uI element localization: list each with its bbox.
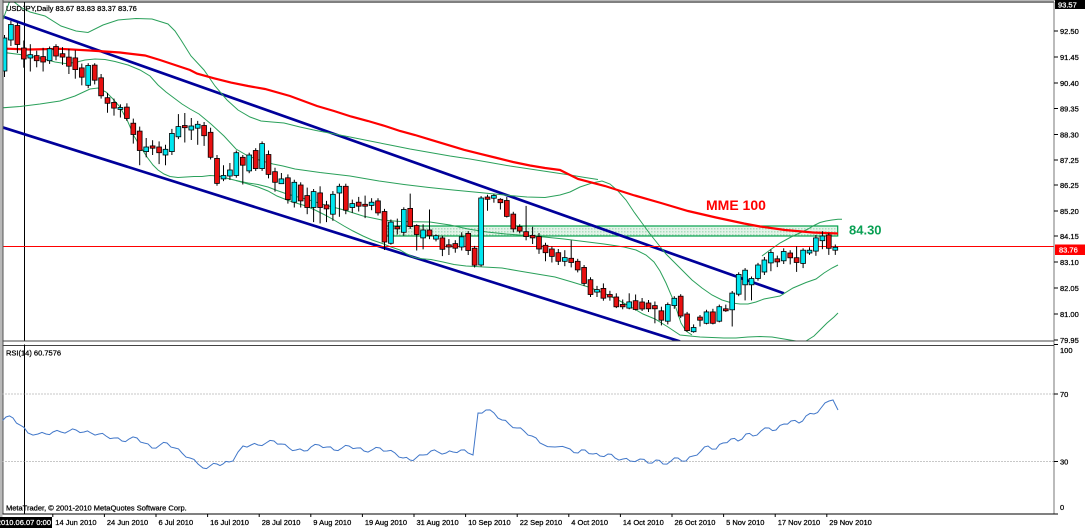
- svg-text:89.35: 89.35: [1060, 104, 1079, 113]
- svg-text:26 Oct 2010: 26 Oct 2010: [675, 518, 716, 527]
- svg-text:6 Jul 2010: 6 Jul 2010: [159, 518, 194, 527]
- svg-text:9 Aug 2010: 9 Aug 2010: [313, 518, 351, 527]
- svg-text:29 Nov 2010: 29 Nov 2010: [829, 518, 872, 527]
- svg-text:USDJPY,Daily 83.67 83.83 83.3: USDJPY,Daily 83.67 83.83 83.37 83.76: [6, 4, 137, 13]
- svg-text:70: 70: [1060, 390, 1068, 399]
- svg-text:92.50: 92.50: [1060, 27, 1079, 36]
- svg-text:79.95: 79.95: [1060, 336, 1079, 345]
- svg-text:RSI(14) 60.7576: RSI(14) 60.7576: [6, 349, 61, 358]
- svg-text:5 Nov 2010: 5 Nov 2010: [726, 518, 764, 527]
- svg-text:10 Sep 2010: 10 Sep 2010: [468, 518, 511, 527]
- svg-text:87.25: 87.25: [1060, 156, 1079, 165]
- svg-text:4 Oct 2010: 4 Oct 2010: [571, 518, 608, 527]
- svg-text:83.10: 83.10: [1060, 258, 1079, 267]
- svg-text:0: 0: [1060, 503, 1064, 512]
- svg-text:31 Aug 2010: 31 Aug 2010: [417, 518, 459, 527]
- svg-text:19 Aug 2010: 19 Aug 2010: [365, 518, 407, 527]
- svg-text:16 Jul 2010: 16 Jul 2010: [210, 518, 249, 527]
- svg-text:28 Jul 2010: 28 Jul 2010: [262, 518, 301, 527]
- svg-text:88.30: 88.30: [1060, 130, 1079, 139]
- svg-text:82.05: 82.05: [1060, 284, 1079, 293]
- svg-text:MetaTrader, © 2001-2010 MetaQu: MetaTrader, © 2001-2010 MetaQuotes Softw…: [6, 504, 187, 513]
- svg-text:83.76: 83.76: [1059, 246, 1078, 255]
- svg-text:22 Sep 2010: 22 Sep 2010: [520, 518, 563, 527]
- svg-text:93.57: 93.57: [1058, 1, 1077, 10]
- svg-text:84.30: 84.30: [849, 223, 882, 238]
- svg-text:90.40: 90.40: [1060, 79, 1079, 88]
- svg-text:2010.06.07 0:00: 2010.06.07 0:00: [0, 518, 51, 527]
- svg-text:14 Jun 2010: 14 Jun 2010: [55, 518, 96, 527]
- svg-text:81.00: 81.00: [1060, 310, 1079, 319]
- svg-text:91.45: 91.45: [1060, 53, 1079, 62]
- svg-text:30: 30: [1060, 457, 1068, 466]
- svg-text:85.20: 85.20: [1060, 207, 1079, 216]
- svg-text:14 Oct 2010: 14 Oct 2010: [623, 518, 664, 527]
- svg-text:100: 100: [1060, 346, 1073, 355]
- svg-text:17 Nov 2010: 17 Nov 2010: [778, 518, 821, 527]
- svg-text:84.15: 84.15: [1060, 232, 1079, 241]
- svg-text:24 Jun 2010: 24 Jun 2010: [107, 518, 148, 527]
- svg-text:86.25: 86.25: [1060, 181, 1079, 190]
- svg-text:MME 100: MME 100: [706, 197, 766, 213]
